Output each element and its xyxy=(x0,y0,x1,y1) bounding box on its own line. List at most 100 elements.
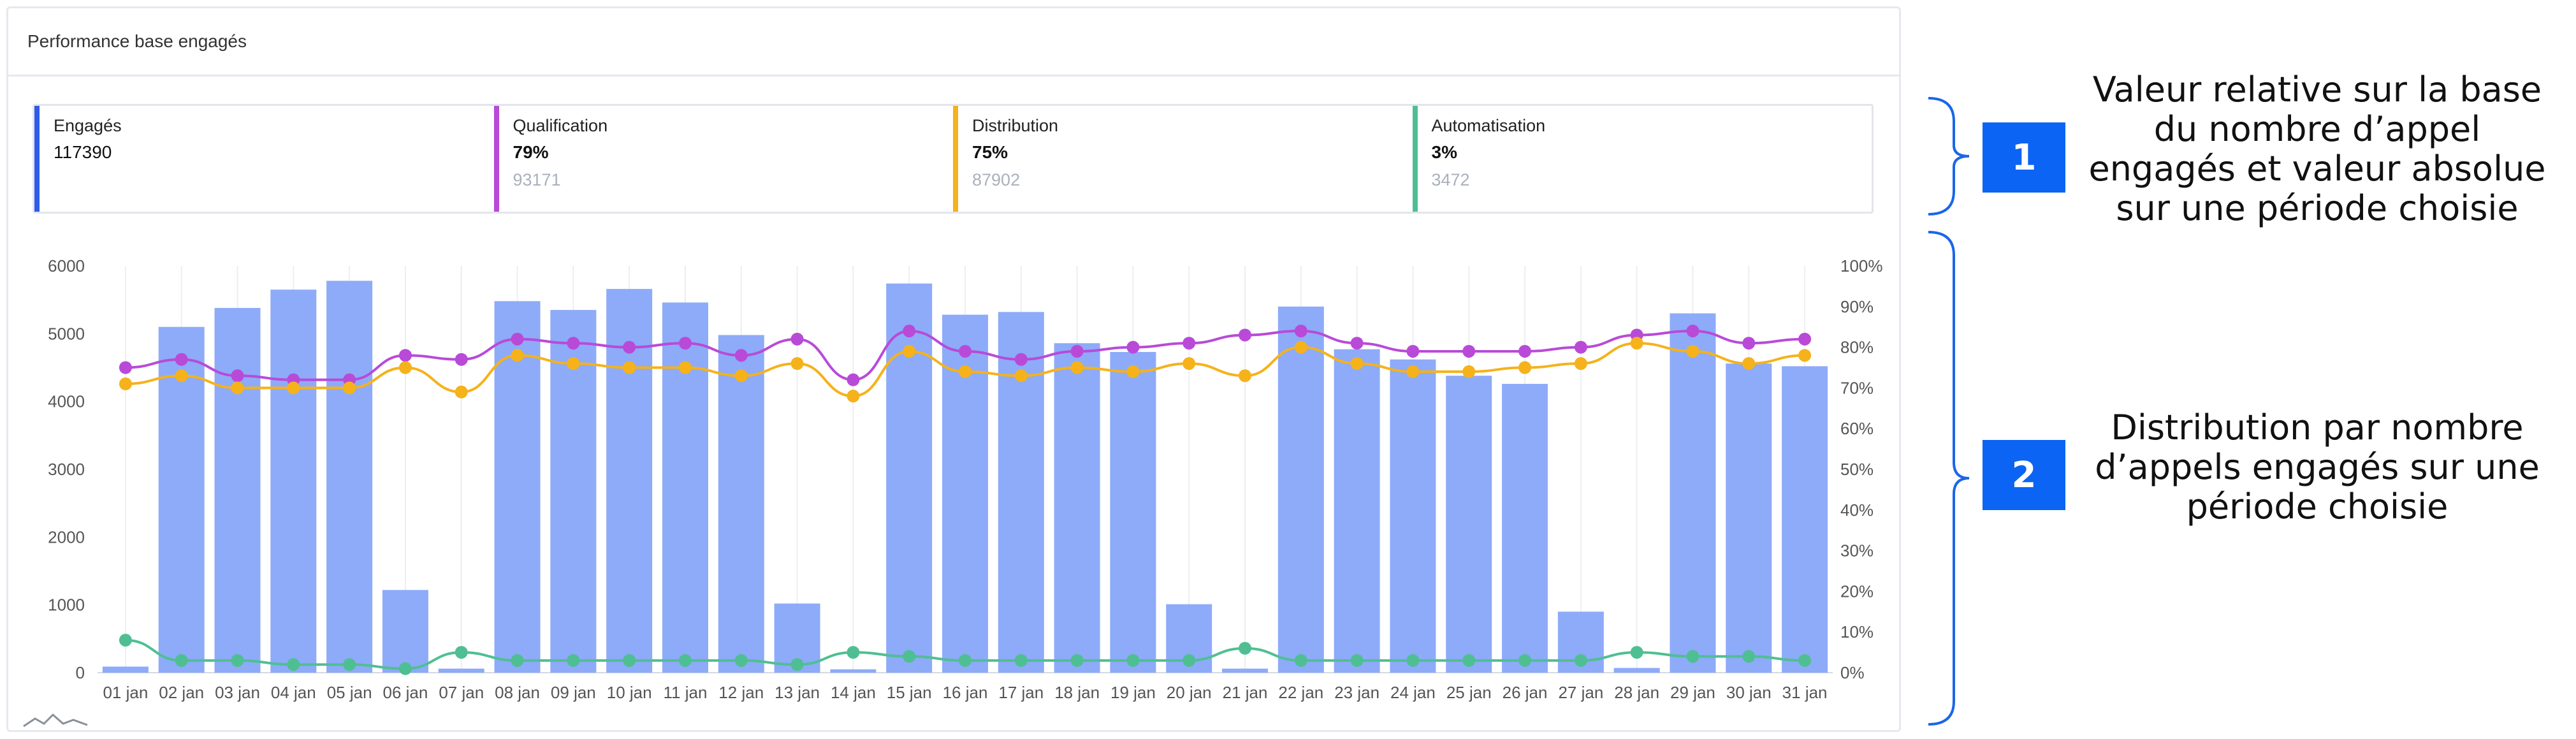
kpi-color-bar xyxy=(493,106,499,212)
series-point xyxy=(623,361,636,374)
bar xyxy=(662,302,708,673)
x-tick-label: 20 jan xyxy=(1167,683,1212,702)
bar xyxy=(382,590,428,673)
annotation-badge-1: 1 xyxy=(1983,122,2065,193)
series-point xyxy=(1630,646,1643,659)
x-tick-label: 09 jan xyxy=(551,683,596,702)
y-left-tick-label: 6000 xyxy=(48,256,85,275)
series-point xyxy=(847,646,860,659)
x-tick-label: 19 jan xyxy=(1110,683,1156,702)
series-point xyxy=(959,654,971,667)
bar xyxy=(1390,359,1436,673)
kpi-qualification[interactable]: Qualification 79% 93171 xyxy=(493,106,954,212)
series-point xyxy=(567,357,580,370)
bar xyxy=(158,326,205,673)
kpi-summary: Engagés 117390 Qualification 79% 93171 D… xyxy=(33,104,1874,214)
y-left-tick-label: 5000 xyxy=(48,324,85,343)
kpi-label: Qualification xyxy=(513,116,608,135)
kpi-engages[interactable]: Engagés 117390 xyxy=(34,106,494,212)
series-point xyxy=(1070,344,1084,358)
x-tick-label: 30 jan xyxy=(1726,683,1772,702)
x-tick-label: 14 jan xyxy=(831,683,876,702)
annotation-text-1: Valeur relative sur la base du nombre d’… xyxy=(2088,70,2546,228)
y-right-tick-label: 30% xyxy=(1840,541,1874,560)
series-point xyxy=(678,337,692,350)
x-tick-label: 06 jan xyxy=(383,683,428,702)
kpi-label: Distribution xyxy=(972,116,1059,135)
series-point xyxy=(1574,654,1587,667)
series-point xyxy=(959,365,971,378)
bar xyxy=(550,310,597,673)
kpi-automatisation[interactable]: Automatisation 3% 3472 xyxy=(1412,106,1872,212)
bar xyxy=(1613,668,1660,673)
card-title: Performance base engagés xyxy=(27,31,247,51)
series-point xyxy=(175,369,188,383)
y-left-tick-label: 2000 xyxy=(48,527,85,546)
kpi-color-bar xyxy=(34,106,40,212)
series-point xyxy=(1406,344,1420,358)
x-tick-label: 16 jan xyxy=(943,683,988,702)
annotation-text-2: Distribution par nombre d’appels engagés… xyxy=(2095,407,2540,527)
series-point xyxy=(119,361,132,374)
x-tick-label: 27 jan xyxy=(1558,683,1603,702)
kpi-value: 79% xyxy=(513,142,549,162)
series-point xyxy=(1742,357,1756,370)
series-point xyxy=(1126,654,1140,667)
series-point xyxy=(1798,654,1812,667)
series-point xyxy=(623,340,636,354)
y-right-tick-label: 60% xyxy=(1840,419,1874,438)
series-point xyxy=(1798,349,1812,362)
series-point xyxy=(790,357,804,370)
kpi-absolute: 87902 xyxy=(972,170,1021,189)
bar xyxy=(1054,343,1100,673)
series-point xyxy=(903,344,916,358)
y-right-tick-label: 40% xyxy=(1840,501,1874,520)
kpi-label: Automatisation xyxy=(1431,116,1546,135)
series-point xyxy=(1239,369,1252,383)
series-point xyxy=(790,332,804,346)
series-point xyxy=(903,650,916,663)
y-right-tick-label: 0% xyxy=(1840,663,1865,682)
series-point xyxy=(1350,337,1364,350)
series-point xyxy=(1574,357,1587,370)
series-point xyxy=(1294,325,1307,338)
y-left-tick-label: 4000 xyxy=(48,392,85,411)
y-left-tick-label: 0 xyxy=(76,663,85,682)
bar xyxy=(1726,363,1772,673)
bar xyxy=(1222,668,1269,673)
bar xyxy=(214,307,261,673)
kpi-color-bar xyxy=(953,106,958,212)
x-tick-label: 05 jan xyxy=(327,683,372,702)
bar xyxy=(830,669,877,673)
y-right-tick-label: 90% xyxy=(1840,297,1874,316)
brace-icon xyxy=(1928,231,1970,726)
series-point xyxy=(1518,654,1532,667)
x-tick-label: 02 jan xyxy=(159,683,204,702)
bar xyxy=(1670,313,1716,673)
series-point xyxy=(959,344,971,358)
bar xyxy=(494,301,541,673)
x-tick-label: 21 jan xyxy=(1223,683,1268,702)
series-point xyxy=(734,349,748,362)
series-point xyxy=(175,353,188,366)
series-point xyxy=(1126,340,1140,354)
y-right-tick-label: 80% xyxy=(1840,338,1874,357)
brace-icon xyxy=(1928,97,1970,216)
kpi-label: Engagés xyxy=(54,116,122,135)
series-point xyxy=(455,646,468,659)
series-point xyxy=(511,654,524,667)
x-tick-label: 08 jan xyxy=(495,683,540,702)
series-point xyxy=(1798,332,1812,346)
series-point xyxy=(678,361,692,374)
x-tick-label: 29 jan xyxy=(1670,683,1715,702)
series-point xyxy=(1182,337,1196,350)
series-point xyxy=(398,349,412,362)
engaged-chart[interactable]: 0 1000 2000 3000 4000 5000 6000 0% 10% 20% 30% 40% 5… xyxy=(8,8,1903,734)
series-point xyxy=(398,361,412,374)
series-point xyxy=(1686,325,1699,338)
x-tick-label: 23 jan xyxy=(1334,683,1379,702)
kpi-value: 75% xyxy=(972,142,1008,162)
kpi-distribution[interactable]: Distribution 75% 87902 xyxy=(953,106,1413,212)
series-point xyxy=(1686,650,1699,663)
series-point xyxy=(847,390,860,403)
